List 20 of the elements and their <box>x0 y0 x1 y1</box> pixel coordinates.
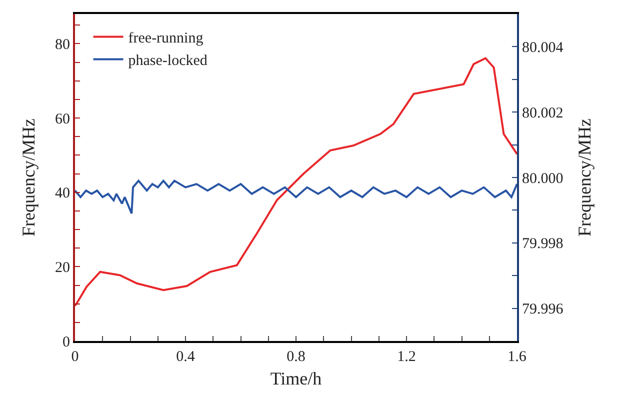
y-tick-label: 80 <box>55 36 70 53</box>
y-axis-title: Frequency/MHz <box>18 118 39 236</box>
legend-label: phase-locked <box>128 53 208 70</box>
y2-tick-label: 79.998 <box>522 236 564 252</box>
x-axis-title: Time/h <box>270 368 322 389</box>
y2-axis-title: Frequency/MHz <box>574 118 594 236</box>
y-tick-label: 40 <box>55 186 70 202</box>
x-tick-label: 0.4 <box>176 349 196 365</box>
x-tick-label: 1.2 <box>397 349 416 365</box>
y-tick-label: 0 <box>62 334 70 350</box>
x-tick-label: 0.8 <box>286 349 306 365</box>
legend-label: free-running <box>128 30 204 47</box>
y2-tick-label: 79.996 <box>522 302 564 318</box>
y-tick-label: 60 <box>55 111 70 128</box>
y2-tick-label: 80.002 <box>522 105 564 122</box>
y-tick-label: 20 <box>55 260 70 276</box>
x-tick-label: 1.6 <box>508 349 527 365</box>
y2-tick-label: 80.000 <box>522 170 564 187</box>
y2-tick-label: 80.004 <box>522 40 564 56</box>
line-series <box>75 180 517 214</box>
